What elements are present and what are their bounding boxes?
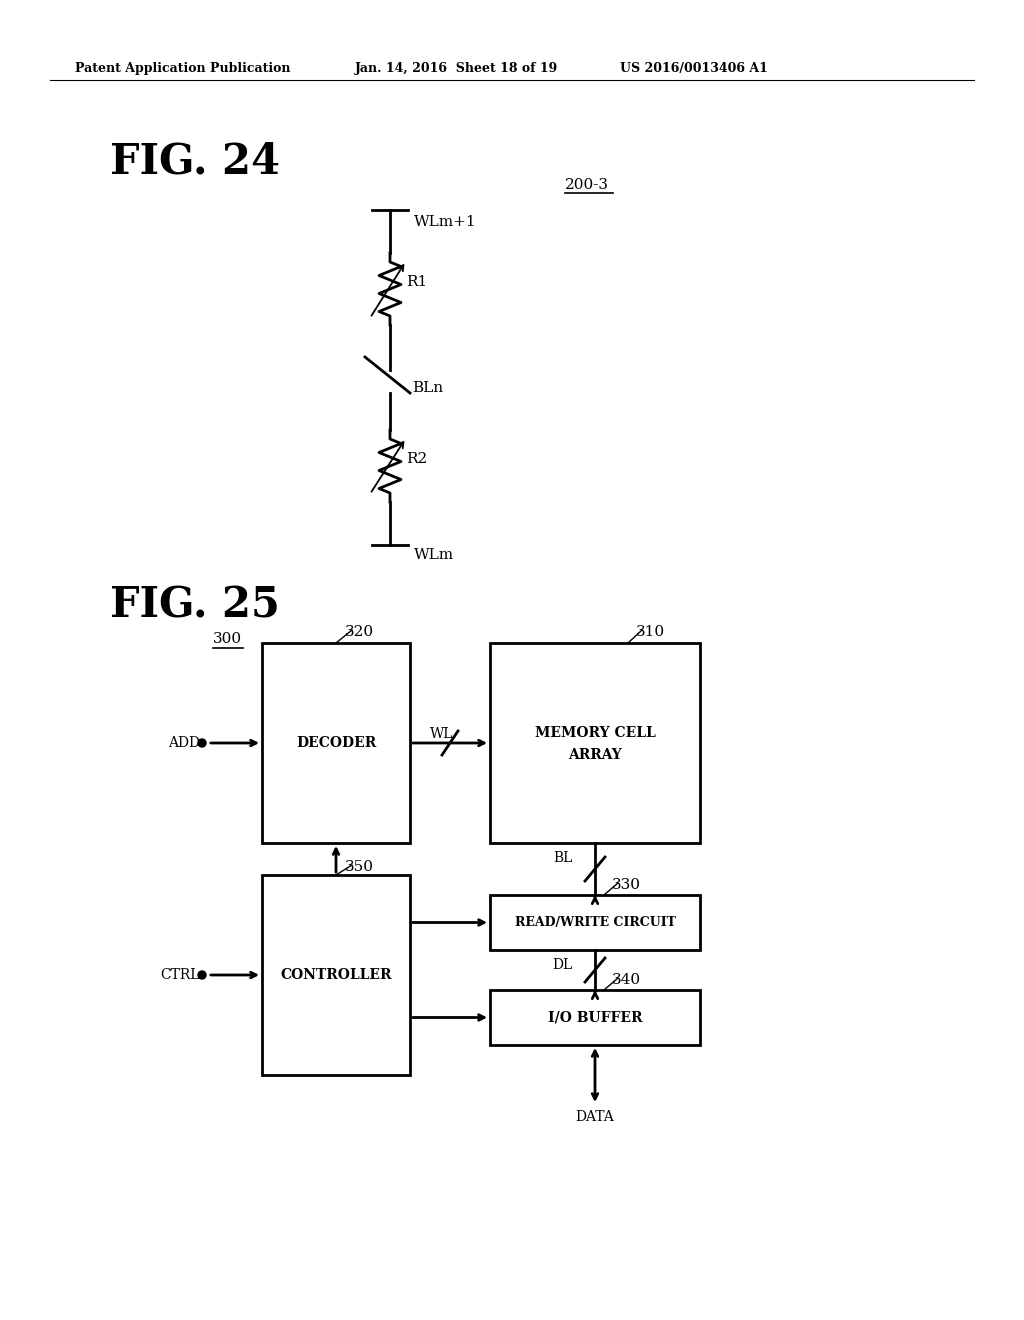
Text: CONTROLLER: CONTROLLER bbox=[281, 968, 392, 982]
Text: MEMORY CELL: MEMORY CELL bbox=[535, 726, 655, 741]
Text: CTRL: CTRL bbox=[161, 968, 200, 982]
Text: DATA: DATA bbox=[575, 1110, 614, 1125]
Text: READ/WRITE CIRCUIT: READ/WRITE CIRCUIT bbox=[515, 916, 676, 929]
Bar bbox=[490, 895, 700, 950]
Circle shape bbox=[198, 972, 206, 979]
Text: ADD: ADD bbox=[168, 737, 200, 750]
Text: 310: 310 bbox=[636, 624, 666, 639]
Text: 350: 350 bbox=[345, 861, 374, 874]
Bar bbox=[490, 990, 700, 1045]
Text: 300: 300 bbox=[213, 632, 242, 645]
Circle shape bbox=[198, 739, 206, 747]
Bar bbox=[490, 643, 700, 843]
Text: DECODER: DECODER bbox=[296, 737, 376, 750]
Text: 320: 320 bbox=[345, 624, 374, 639]
Text: Jan. 14, 2016  Sheet 18 of 19: Jan. 14, 2016 Sheet 18 of 19 bbox=[355, 62, 558, 75]
Text: US 2016/0013406 A1: US 2016/0013406 A1 bbox=[620, 62, 768, 75]
Text: FIG. 24: FIG. 24 bbox=[110, 140, 280, 182]
Text: WLm: WLm bbox=[414, 548, 454, 562]
Text: R2: R2 bbox=[406, 451, 427, 466]
Text: Patent Application Publication: Patent Application Publication bbox=[75, 62, 291, 75]
Bar bbox=[262, 643, 410, 843]
Text: WL: WL bbox=[430, 727, 454, 741]
Text: FIG. 25: FIG. 25 bbox=[110, 585, 280, 627]
Text: I/O BUFFER: I/O BUFFER bbox=[548, 1011, 642, 1024]
Text: ARRAY: ARRAY bbox=[568, 748, 622, 762]
Text: 330: 330 bbox=[612, 878, 641, 892]
Text: R1: R1 bbox=[406, 275, 427, 289]
Text: WLm+1: WLm+1 bbox=[414, 215, 476, 228]
Text: 200-3: 200-3 bbox=[565, 178, 609, 191]
Text: BL: BL bbox=[554, 851, 573, 865]
Text: BLn: BLn bbox=[412, 381, 443, 395]
Text: DL: DL bbox=[553, 958, 573, 972]
Text: 340: 340 bbox=[612, 973, 641, 987]
Bar bbox=[262, 875, 410, 1074]
